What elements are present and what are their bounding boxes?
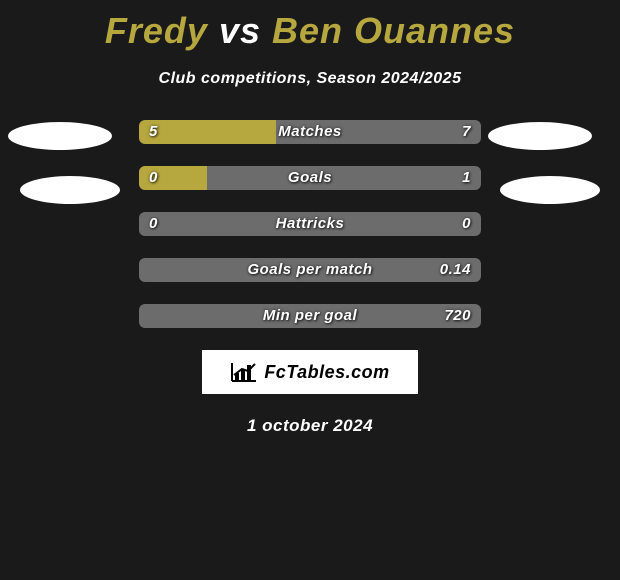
stat-value-right: 720 (444, 304, 471, 328)
stat-row: Goals per match0.14 (139, 258, 481, 282)
avatar-placeholder (20, 176, 120, 204)
stat-label: Matches (139, 120, 481, 144)
source-badge-text: FcTables.com (264, 362, 389, 383)
stat-label: Hattricks (139, 212, 481, 236)
stat-value-right: 7 (462, 120, 471, 144)
stat-label: Goals per match (139, 258, 481, 282)
stat-row: 5Matches7 (139, 120, 481, 144)
snapshot-date: 1 october 2024 (0, 416, 620, 436)
stats-container: 5Matches70Goals10Hattricks0Goals per mat… (139, 120, 481, 328)
player1-name: Fredy (105, 10, 208, 51)
stat-value-right: 0.14 (440, 258, 471, 282)
stat-label: Goals (139, 166, 481, 190)
vs-label: vs (219, 10, 261, 51)
stat-row: 0Goals1 (139, 166, 481, 190)
stat-value-right: 0 (462, 212, 471, 236)
avatar-placeholder (8, 122, 112, 150)
page-title: Fredy vs Ben Ouannes (0, 0, 620, 52)
player2-name: Ben Ouannes (272, 10, 515, 51)
source-badge: FcTables.com (202, 350, 418, 394)
stat-label: Min per goal (139, 304, 481, 328)
subtitle: Club competitions, Season 2024/2025 (0, 70, 620, 88)
avatar-placeholder (488, 122, 592, 150)
stat-value-right: 1 (462, 166, 471, 190)
stat-row: 0Hattricks0 (139, 212, 481, 236)
chart-icon (230, 361, 258, 383)
avatar-placeholder (500, 176, 600, 204)
stat-row: Min per goal720 (139, 304, 481, 328)
